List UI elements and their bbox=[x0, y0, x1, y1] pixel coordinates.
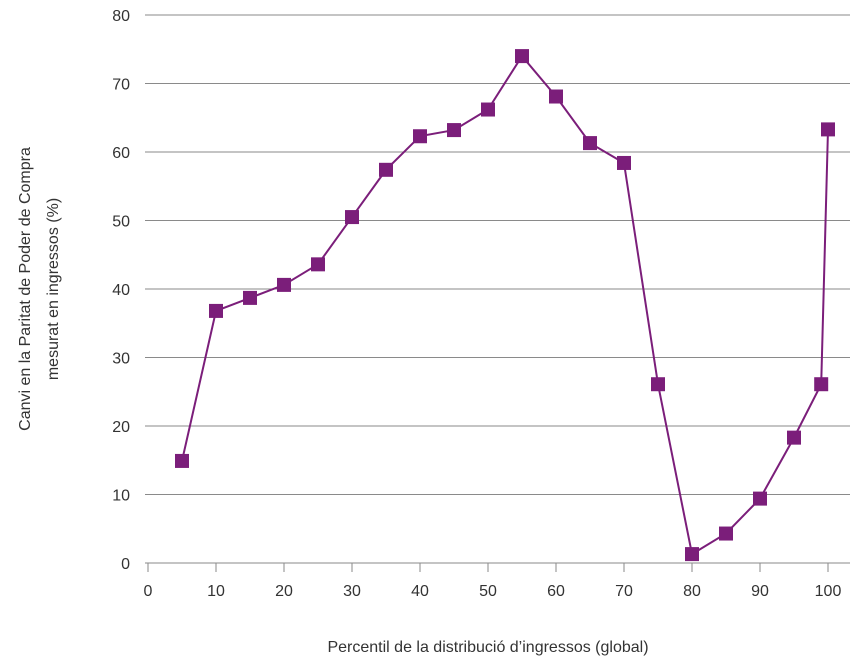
x-axis-ticks: 0 10 20 30 40 50 60 70 80 90 100 bbox=[144, 583, 842, 600]
series-line-0 bbox=[181, 54, 829, 556]
data-point-8 bbox=[447, 123, 461, 138]
x-tick-label-20: 20 bbox=[275, 583, 293, 600]
data-point-14 bbox=[651, 377, 665, 392]
data-point-2 bbox=[243, 290, 257, 305]
y-tick-label-0: 0 bbox=[121, 556, 130, 573]
y-tick-label-20: 20 bbox=[112, 419, 130, 436]
x-tick-label-100: 100 bbox=[815, 583, 842, 600]
x-tick-label-80: 80 bbox=[683, 583, 701, 600]
y-axis-title-line-2: mesurat en ingressos (%) bbox=[45, 198, 62, 380]
data-point-13 bbox=[617, 155, 631, 170]
x-tick-label-30: 30 bbox=[343, 583, 361, 600]
x-axis bbox=[147, 563, 829, 572]
x-tick-label-10: 10 bbox=[207, 583, 225, 600]
y-tick-label-80: 80 bbox=[112, 8, 130, 25]
data-point-0 bbox=[175, 453, 189, 468]
data-point-17 bbox=[753, 491, 767, 506]
data-point-7 bbox=[413, 129, 427, 144]
x-tick-label-50: 50 bbox=[479, 583, 497, 600]
data-point-19 bbox=[814, 377, 829, 392]
y-axis-ticks: 0 10 20 30 40 50 60 70 80 bbox=[112, 8, 130, 573]
data-point-3 bbox=[277, 277, 291, 292]
data-point-18 bbox=[787, 430, 801, 445]
data-point-1 bbox=[209, 303, 223, 318]
x-tick-label-60: 60 bbox=[547, 583, 565, 600]
data-point-12 bbox=[583, 136, 597, 151]
data-point-20 bbox=[821, 122, 835, 137]
data-point-16 bbox=[719, 526, 733, 541]
grid-lines bbox=[145, 14, 850, 564]
x-tick-label-40: 40 bbox=[411, 583, 429, 600]
y-axis-title-line-1: Canvi en la Paritat de Poder de Compra bbox=[17, 147, 34, 431]
data-point-6 bbox=[379, 162, 393, 177]
data-point-4 bbox=[311, 257, 325, 272]
data-point-15 bbox=[685, 547, 699, 562]
y-tick-label-70: 70 bbox=[112, 77, 130, 94]
y-tick-label-40: 40 bbox=[112, 282, 130, 299]
series bbox=[175, 49, 835, 562]
y-tick-label-60: 60 bbox=[112, 145, 130, 162]
x-tick-label-90: 90 bbox=[751, 583, 769, 600]
data-point-11 bbox=[549, 89, 563, 104]
x-tick-label-70: 70 bbox=[615, 583, 633, 600]
x-tick-label-0: 0 bbox=[144, 583, 153, 600]
y-tick-label-30: 30 bbox=[112, 351, 130, 368]
y-tick-label-50: 50 bbox=[112, 214, 130, 231]
data-point-9 bbox=[481, 102, 495, 117]
y-tick-label-10: 10 bbox=[112, 488, 130, 505]
data-point-10 bbox=[515, 49, 529, 64]
x-axis-title: Percentil de la distribució d’ingressos … bbox=[327, 639, 648, 656]
data-point-5 bbox=[345, 210, 359, 225]
